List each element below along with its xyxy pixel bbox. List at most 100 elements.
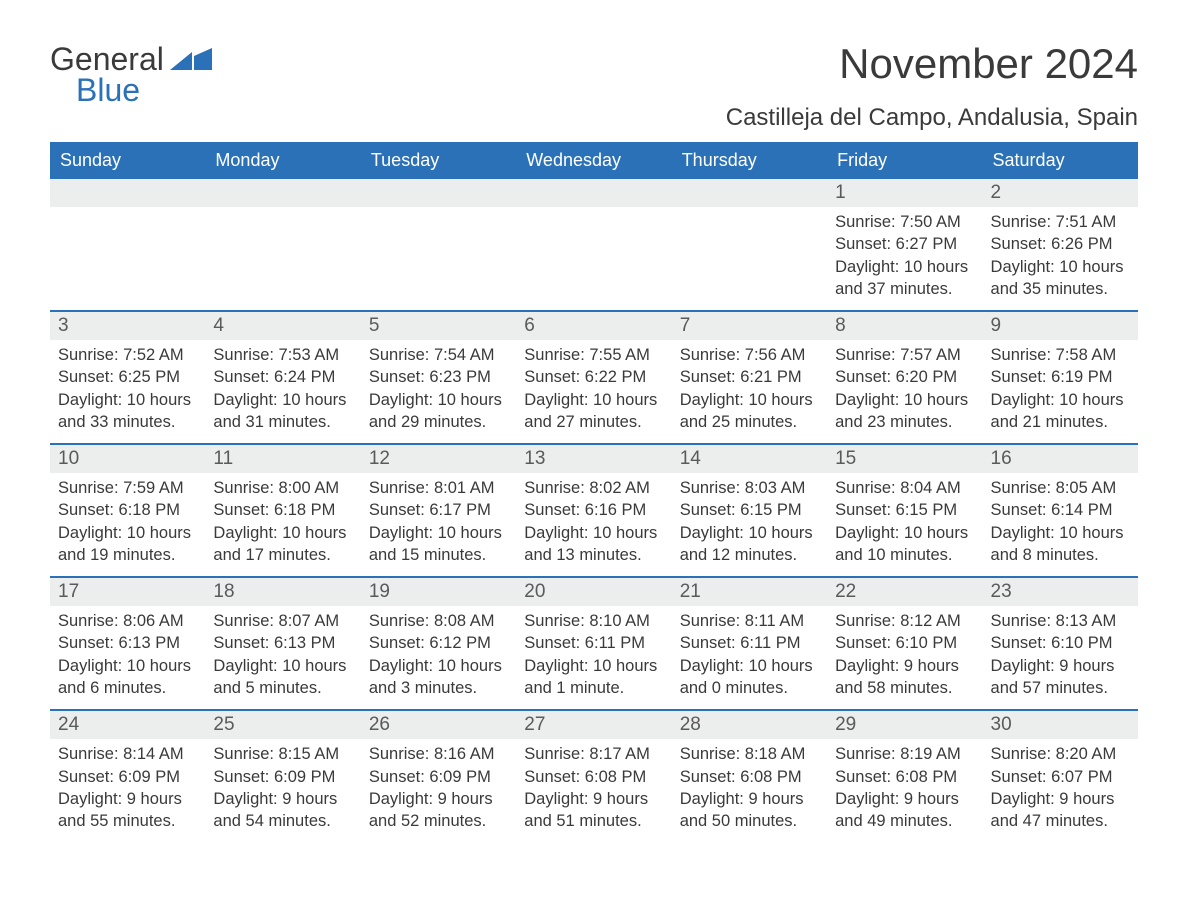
sunset-text: Sunset: 6:11 PM [524,632,663,654]
sunrise-text: Sunrise: 8:19 AM [835,743,974,765]
sunrise-text: Sunrise: 8:00 AM [213,477,352,499]
brand-word2: Blue [76,72,212,109]
day-number: 28 [672,711,827,739]
daylight-text: Daylight: 10 hours and 21 minutes. [991,389,1130,434]
flag-icon [170,46,212,75]
daylight-text: Daylight: 9 hours and 47 minutes. [991,788,1130,833]
day-details: Sunrise: 8:01 AMSunset: 6:17 PMDaylight:… [361,473,516,566]
sunset-text: Sunset: 6:18 PM [213,499,352,521]
daylight-text: Daylight: 9 hours and 57 minutes. [991,655,1130,700]
calendar-cell [516,179,671,310]
day-number: 19 [361,578,516,606]
calendar-cell [50,179,205,310]
calendar-cell [205,179,360,310]
month-title: November 2024 [726,40,1138,88]
brand-logo: General Blue [50,40,212,109]
daylight-text: Daylight: 10 hours and 27 minutes. [524,389,663,434]
sunrise-text: Sunrise: 8:14 AM [58,743,197,765]
day-number [205,179,360,207]
page-header: General Blue November 2024 Castilleja de… [50,40,1138,132]
calendar-body: 1Sunrise: 7:50 AMSunset: 6:27 PMDaylight… [50,179,1138,842]
day-details: Sunrise: 8:04 AMSunset: 6:15 PMDaylight:… [827,473,982,566]
calendar-cell: 5Sunrise: 7:54 AMSunset: 6:23 PMDaylight… [361,312,516,443]
calendar-cell: 13Sunrise: 8:02 AMSunset: 6:16 PMDayligh… [516,445,671,576]
sunset-text: Sunset: 6:14 PM [991,499,1130,521]
daylight-text: Daylight: 9 hours and 50 minutes. [680,788,819,833]
day-number: 8 [827,312,982,340]
calendar-cell: 24Sunrise: 8:14 AMSunset: 6:09 PMDayligh… [50,711,205,842]
calendar-cell: 8Sunrise: 7:57 AMSunset: 6:20 PMDaylight… [827,312,982,443]
calendar-cell: 27Sunrise: 8:17 AMSunset: 6:08 PMDayligh… [516,711,671,842]
sunset-text: Sunset: 6:15 PM [680,499,819,521]
day-number: 4 [205,312,360,340]
day-number: 18 [205,578,360,606]
day-number: 23 [983,578,1138,606]
sunrise-text: Sunrise: 7:59 AM [58,477,197,499]
day-number: 13 [516,445,671,473]
day-number: 26 [361,711,516,739]
calendar-week: 1Sunrise: 7:50 AMSunset: 6:27 PMDaylight… [50,179,1138,310]
day-details: Sunrise: 8:18 AMSunset: 6:08 PMDaylight:… [672,739,827,832]
sunset-text: Sunset: 6:10 PM [991,632,1130,654]
daylight-text: Daylight: 10 hours and 1 minute. [524,655,663,700]
day-details: Sunrise: 7:59 AMSunset: 6:18 PMDaylight:… [50,473,205,566]
calendar-cell: 2Sunrise: 7:51 AMSunset: 6:26 PMDaylight… [983,179,1138,310]
daylight-text: Daylight: 10 hours and 19 minutes. [58,522,197,567]
calendar-cell: 10Sunrise: 7:59 AMSunset: 6:18 PMDayligh… [50,445,205,576]
daylight-text: Daylight: 10 hours and 15 minutes. [369,522,508,567]
sunrise-text: Sunrise: 8:12 AM [835,610,974,632]
sunset-text: Sunset: 6:22 PM [524,366,663,388]
day-number: 3 [50,312,205,340]
day-details: Sunrise: 8:17 AMSunset: 6:08 PMDaylight:… [516,739,671,832]
calendar-cell: 4Sunrise: 7:53 AMSunset: 6:24 PMDaylight… [205,312,360,443]
sunrise-text: Sunrise: 8:16 AM [369,743,508,765]
sunset-text: Sunset: 6:07 PM [991,766,1130,788]
sunrise-text: Sunrise: 7:55 AM [524,344,663,366]
day-details: Sunrise: 8:10 AMSunset: 6:11 PMDaylight:… [516,606,671,699]
daylight-text: Daylight: 10 hours and 37 minutes. [835,256,974,301]
daylight-text: Daylight: 10 hours and 33 minutes. [58,389,197,434]
day-details: Sunrise: 8:00 AMSunset: 6:18 PMDaylight:… [205,473,360,566]
day-details: Sunrise: 8:12 AMSunset: 6:10 PMDaylight:… [827,606,982,699]
calendar-cell [361,179,516,310]
daylight-text: Daylight: 9 hours and 55 minutes. [58,788,197,833]
day-details: Sunrise: 8:02 AMSunset: 6:16 PMDaylight:… [516,473,671,566]
calendar-week: 10Sunrise: 7:59 AMSunset: 6:18 PMDayligh… [50,443,1138,576]
calendar-cell [672,179,827,310]
sunrise-text: Sunrise: 7:50 AM [835,211,974,233]
day-details: Sunrise: 8:15 AMSunset: 6:09 PMDaylight:… [205,739,360,832]
weekday-header: Thursday [672,142,827,179]
sunrise-text: Sunrise: 7:58 AM [991,344,1130,366]
calendar-cell: 11Sunrise: 8:00 AMSunset: 6:18 PMDayligh… [205,445,360,576]
calendar-cell: 16Sunrise: 8:05 AMSunset: 6:14 PMDayligh… [983,445,1138,576]
sunrise-text: Sunrise: 8:11 AM [680,610,819,632]
sunset-text: Sunset: 6:16 PM [524,499,663,521]
sunset-text: Sunset: 6:12 PM [369,632,508,654]
calendar-cell: 28Sunrise: 8:18 AMSunset: 6:08 PMDayligh… [672,711,827,842]
daylight-text: Daylight: 10 hours and 8 minutes. [991,522,1130,567]
day-number: 21 [672,578,827,606]
sunset-text: Sunset: 6:23 PM [369,366,508,388]
calendar-cell: 26Sunrise: 8:16 AMSunset: 6:09 PMDayligh… [361,711,516,842]
calendar-cell: 21Sunrise: 8:11 AMSunset: 6:11 PMDayligh… [672,578,827,709]
sunrise-text: Sunrise: 7:54 AM [369,344,508,366]
daylight-text: Daylight: 10 hours and 12 minutes. [680,522,819,567]
calendar-week: 17Sunrise: 8:06 AMSunset: 6:13 PMDayligh… [50,576,1138,709]
day-number: 14 [672,445,827,473]
title-block: November 2024 Castilleja del Campo, Anda… [726,40,1138,132]
day-details: Sunrise: 7:57 AMSunset: 6:20 PMDaylight:… [827,340,982,433]
daylight-text: Daylight: 9 hours and 58 minutes. [835,655,974,700]
day-details: Sunrise: 7:50 AMSunset: 6:27 PMDaylight:… [827,207,982,300]
daylight-text: Daylight: 10 hours and 0 minutes. [680,655,819,700]
daylight-text: Daylight: 9 hours and 51 minutes. [524,788,663,833]
sunset-text: Sunset: 6:27 PM [835,233,974,255]
location-label: Castilleja del Campo, Andalusia, Spain [726,104,1138,132]
calendar-cell: 17Sunrise: 8:06 AMSunset: 6:13 PMDayligh… [50,578,205,709]
sunset-text: Sunset: 6:09 PM [369,766,508,788]
daylight-text: Daylight: 9 hours and 54 minutes. [213,788,352,833]
day-number: 27 [516,711,671,739]
daylight-text: Daylight: 9 hours and 49 minutes. [835,788,974,833]
day-details: Sunrise: 8:06 AMSunset: 6:13 PMDaylight:… [50,606,205,699]
day-number: 24 [50,711,205,739]
sunrise-text: Sunrise: 8:03 AM [680,477,819,499]
